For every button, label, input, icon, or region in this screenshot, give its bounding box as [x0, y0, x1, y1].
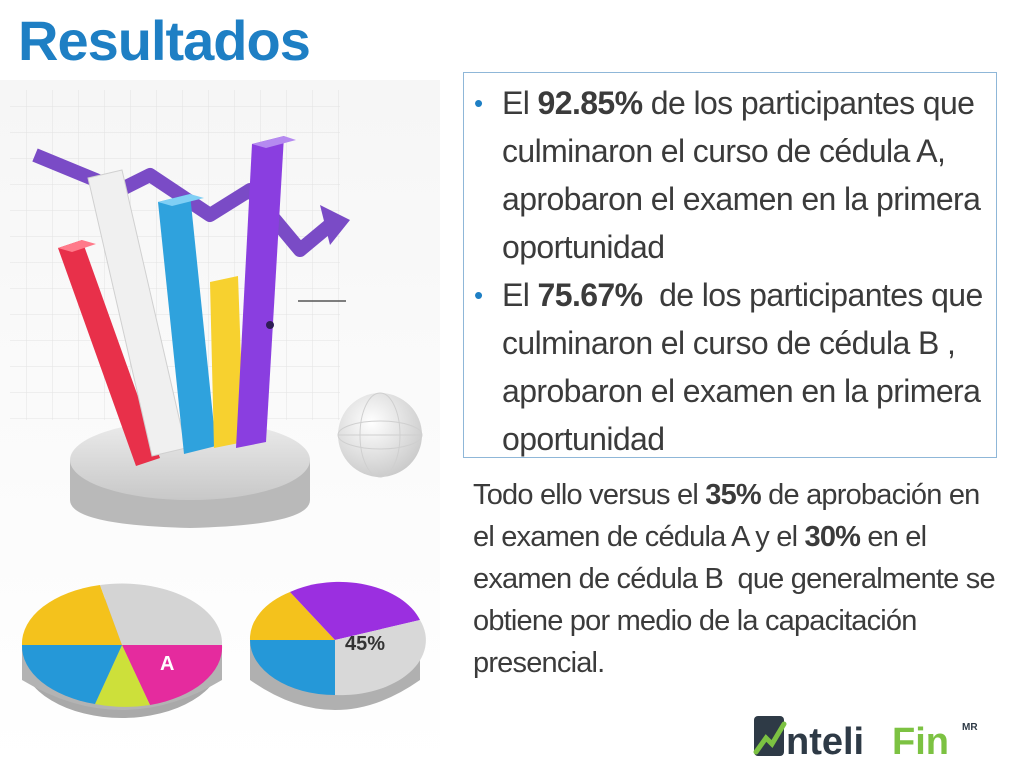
- logo-text-a: nteli: [786, 721, 864, 763]
- logo-mark-icon: [753, 716, 787, 756]
- results-list: • El 92.85% de los participantes que cul…: [464, 79, 996, 463]
- bar-yellow: [210, 276, 244, 448]
- result-item-b: • El 75.67% de los participantes que cul…: [464, 271, 996, 463]
- bullet-icon: •: [474, 280, 483, 310]
- result-a-text: de los participantes que culminaron el c…: [502, 85, 981, 265]
- result-b-pre: El: [502, 277, 538, 313]
- bar-purple: [236, 136, 296, 448]
- pie-chart-right: 45%: [249, 581, 426, 710]
- bullet-icon: •: [474, 88, 483, 118]
- globe-icon: [337, 392, 423, 478]
- para-percent-a: 35%: [705, 479, 761, 511]
- para-percent-b: 30%: [804, 521, 861, 553]
- para-part-1: Todo ello versus el: [473, 479, 706, 511]
- para-part-3: en el examen de cédula B que generalment…: [473, 521, 1003, 679]
- bar-blue: [158, 194, 216, 454]
- bar-red: [58, 240, 160, 466]
- results-box: • El 92.85% de los participantes que cul…: [463, 72, 997, 458]
- pie-right-label: 45%: [345, 633, 385, 655]
- chart-illustration: A 45%: [0, 80, 440, 768]
- result-b-percent: 75.67%: [537, 277, 644, 313]
- pie-left-label: A: [160, 653, 174, 675]
- arrow-head: [320, 205, 350, 245]
- pie-chart-left: A: [21, 583, 223, 718]
- result-a-pre: El: [502, 85, 538, 121]
- result-a-percent: 92.85%: [537, 85, 644, 121]
- result-item-a: • El 92.85% de los participantes que cul…: [464, 79, 996, 271]
- para-part-2: de aprobación en el examen de cédula A y…: [473, 479, 987, 553]
- logo-text-b: Fin: [892, 721, 949, 763]
- slide-title: Resultados: [18, 9, 311, 72]
- result-b-text: de los participantes que culminaron el c…: [502, 277, 991, 457]
- comparison-paragraph: Todo ello versus el 35% de aprobación en…: [473, 474, 1003, 684]
- logo-trademark: MR: [962, 722, 978, 733]
- intelifin-logo: nteli Fin MR: [753, 716, 978, 763]
